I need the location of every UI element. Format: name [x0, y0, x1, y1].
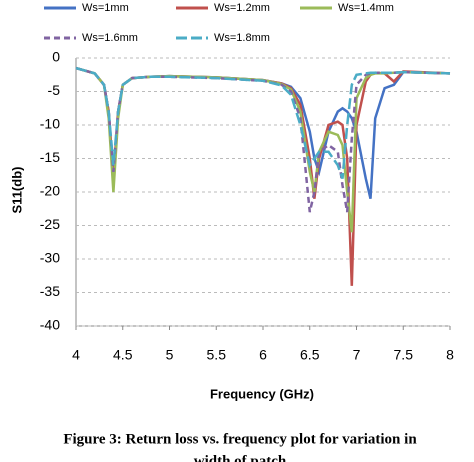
x-tick-label: 7.5 — [394, 347, 414, 363]
x-tick-label: 6.5 — [300, 347, 320, 363]
series-line — [75, 66, 451, 286]
x-axis-label: Frequency (GHz) — [210, 386, 314, 401]
y-tick-label: -40 — [40, 317, 60, 333]
y-tick-label: 0 — [52, 49, 60, 65]
y-tick-label: -30 — [40, 250, 60, 266]
legend-label: Ws=1mm — [82, 2, 129, 14]
x-tick-label: 4.5 — [113, 347, 133, 363]
y-tick-label: -15 — [40, 149, 60, 165]
series-line — [75, 66, 451, 233]
y-tick-label: -25 — [40, 216, 60, 232]
legend-label: Ws=1.4mm — [338, 2, 394, 14]
series-line — [75, 66, 451, 199]
y-axis-label: S11(db) — [9, 167, 24, 214]
y-tick-label: -10 — [40, 116, 60, 132]
x-tick-label: 4 — [72, 347, 80, 363]
y-tick-label: -35 — [40, 283, 60, 299]
series-line — [75, 66, 451, 180]
caption: width of patch — [194, 453, 287, 462]
x-tick-label: 6 — [259, 347, 267, 363]
legend-label: Ws=1.6mm — [82, 32, 138, 44]
y-tick-label: -5 — [48, 82, 61, 98]
y-tick-label: -20 — [40, 183, 60, 199]
series-line — [75, 66, 451, 213]
x-tick-label: 8 — [446, 347, 454, 363]
caption: Figure 3: Return loss vs. frequency plot… — [63, 431, 417, 447]
legend-label: Ws=1.8mm — [214, 32, 270, 44]
legend-label: Ws=1.2mm — [214, 2, 270, 14]
x-tick-label: 7 — [353, 347, 361, 363]
x-tick-label: 5 — [166, 347, 174, 363]
x-tick-label: 5.5 — [207, 347, 227, 363]
